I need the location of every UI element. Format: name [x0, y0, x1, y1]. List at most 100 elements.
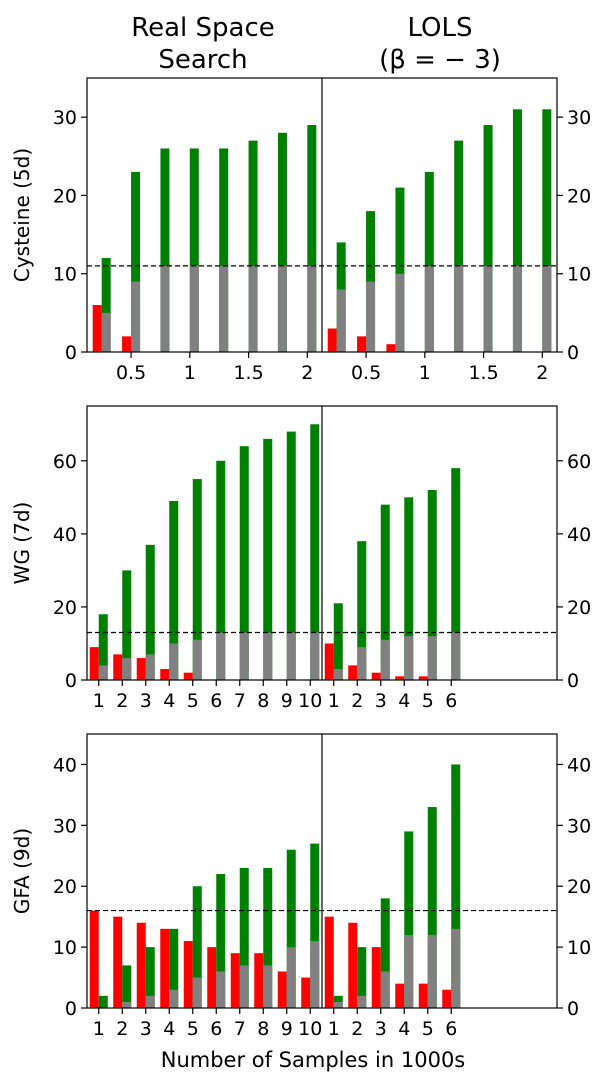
x-tick-label: 6 — [210, 1018, 222, 1040]
bar-green — [239, 446, 249, 680]
bar-gray — [333, 1001, 343, 1008]
bar-green — [160, 148, 170, 352]
y-tick-label-right: 60 — [567, 451, 591, 473]
y-axis-label: WG (7d) — [10, 502, 34, 585]
bar-gray — [277, 265, 287, 352]
bar-gray — [263, 632, 273, 680]
bar-green — [451, 764, 461, 1008]
y-tick-label-right: 30 — [567, 107, 591, 129]
bar-red — [92, 305, 102, 352]
bar-gray — [307, 265, 317, 352]
column-title-lols-line1: LOLS — [407, 13, 472, 43]
bar-green — [216, 460, 226, 680]
bar-red — [418, 676, 428, 680]
bar-red — [89, 647, 99, 680]
bar-gray — [169, 989, 179, 1008]
x-tick-label: 1 — [184, 362, 196, 384]
x-tick-label: 9 — [281, 1018, 293, 1040]
x-tick-label: 3 — [375, 690, 387, 712]
bar-gray — [239, 632, 249, 680]
bar-green — [310, 843, 320, 1008]
bar-gray — [310, 941, 320, 1008]
bar-green — [380, 504, 390, 680]
x-tick-label: 2 — [351, 690, 363, 712]
bar-green — [333, 603, 343, 680]
x-tick-label: 9 — [281, 690, 293, 712]
bar-gray — [101, 312, 111, 352]
x-tick-label: 4 — [398, 1018, 410, 1040]
bar-green — [122, 570, 132, 680]
x-tick-label: 5 — [187, 690, 199, 712]
column-title-real-space-line1: Real Space — [131, 13, 275, 43]
bar-red — [122, 336, 132, 352]
bar-gray — [483, 265, 493, 352]
y-tick-label-left: 20 — [53, 185, 77, 207]
bar-green — [277, 132, 287, 352]
bar-green — [101, 258, 111, 352]
bar-red — [442, 989, 452, 1008]
bar-red — [230, 953, 240, 1008]
bar-green — [451, 468, 461, 680]
bar-red — [324, 916, 334, 1008]
bar-gray — [160, 265, 170, 352]
y-axis-label: Cysteine (5d) — [10, 148, 34, 282]
bar-gray — [239, 965, 249, 1008]
bar-gray — [451, 632, 461, 680]
x-tick-label: 10 — [298, 690, 322, 712]
bar-green — [189, 148, 199, 352]
panel-real-space: 0.5 1 1.5 2 — [92, 124, 317, 384]
bar-red — [357, 336, 367, 352]
x-tick-label: 8 — [257, 1018, 269, 1040]
bar-gray — [451, 928, 461, 1008]
bar-red — [371, 947, 381, 1008]
bar-red — [386, 344, 396, 352]
y-tick-label-right: 10 — [567, 264, 591, 286]
bar-green — [454, 140, 464, 352]
bar-gray — [145, 995, 155, 1008]
bar-red — [348, 665, 358, 680]
bar-gray — [192, 977, 202, 1008]
bar-gray — [286, 632, 296, 680]
bar-gray — [404, 636, 414, 680]
bar-red — [136, 658, 146, 680]
y-tick-label-right: 20 — [567, 597, 591, 619]
bar-red — [324, 643, 334, 680]
x-tick-label: 7 — [234, 690, 246, 712]
bar-gray — [512, 265, 522, 352]
bar-green — [263, 867, 273, 1008]
bar-gray — [145, 654, 155, 680]
bar-gray — [454, 265, 464, 352]
x-tick-label: 3 — [140, 1018, 152, 1040]
bar-green — [427, 807, 437, 1008]
y-tick-label-left: 20 — [53, 597, 77, 619]
x-tick-label: 6 — [445, 1018, 457, 1040]
bar-red — [183, 941, 193, 1008]
bar-red — [160, 669, 170, 680]
bar-gray — [122, 1001, 132, 1008]
bar-red — [418, 983, 428, 1008]
bar-green — [395, 187, 405, 352]
bar-green — [286, 849, 296, 1008]
bar-gray — [122, 658, 132, 680]
bar-green — [131, 171, 141, 352]
x-tick-label: 4 — [163, 1018, 175, 1040]
bar-gray — [98, 665, 108, 680]
y-tick-label-left: 60 — [53, 451, 77, 473]
bar-gray — [216, 632, 226, 680]
y-tick-label-left: 10 — [53, 937, 77, 959]
bar-gray — [427, 636, 437, 680]
x-tick-label: 8 — [257, 690, 269, 712]
y-tick-label-right: 40 — [567, 754, 591, 776]
bar-gray — [336, 289, 346, 352]
x-axis-label: Number of Samples in 1000s — [161, 1048, 466, 1072]
x-tick-label: 2 — [536, 362, 548, 384]
x-tick-label: 10 — [298, 1018, 322, 1040]
panel-real-space: 1 2 3 4 5 6 7 8 9 10 — [89, 424, 322, 712]
x-tick-label: 2 — [116, 1018, 128, 1040]
bar-gray — [131, 281, 141, 352]
x-tick-label: 4 — [398, 690, 410, 712]
